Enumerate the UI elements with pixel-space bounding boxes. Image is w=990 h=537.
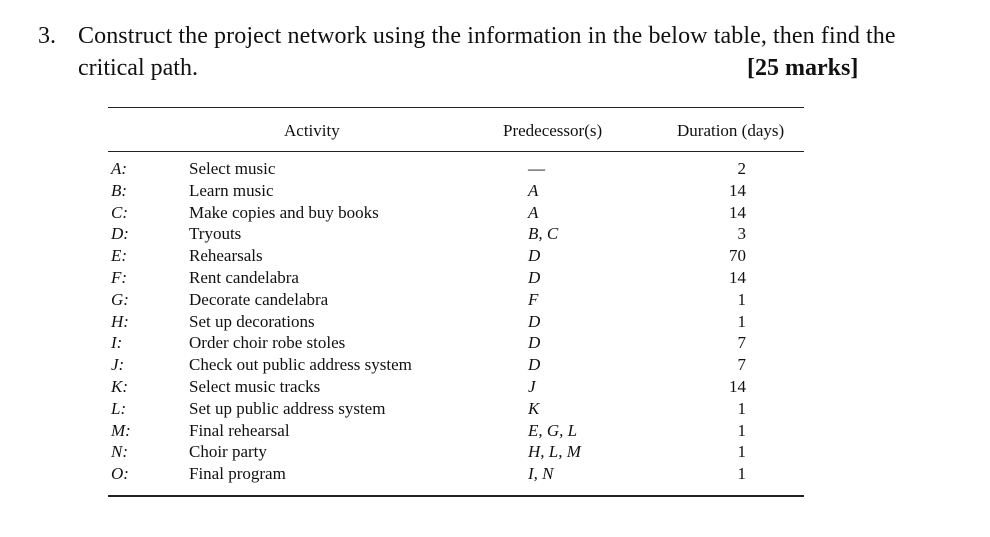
table-row: M: Final rehearsal E, G, L 1 <box>0 420 990 442</box>
activity-letter: L: <box>111 398 127 418</box>
activity-letter: C: <box>111 202 128 222</box>
table-row: J: Check out public address system D 7 <box>0 354 990 376</box>
header-activity: Activity <box>284 121 340 140</box>
activity-duration: 14 <box>729 180 746 200</box>
activity-name: Check out public address system <box>189 355 412 375</box>
activity-letter: N: <box>111 442 128 462</box>
activity-predecessors: D <box>528 311 541 331</box>
activity-name: Set up public address system <box>189 398 386 418</box>
activity-duration: 1 <box>737 398 747 418</box>
activity-name: Set up decorations <box>189 311 315 331</box>
activity-predecessors: F <box>528 289 539 309</box>
table-bottom-rule <box>108 495 804 497</box>
activity-duration: 1 <box>737 311 747 331</box>
activity-letter: D: <box>111 224 129 244</box>
activity-predecessors: K <box>528 398 540 418</box>
activity-duration: 1 <box>737 289 747 309</box>
activity-name: Rent candelabra <box>189 267 299 287</box>
activity-table-body: A: Select music — 2 B: Learn music A 14 … <box>0 158 990 485</box>
activity-name: Tryouts <box>189 224 242 244</box>
table-row: D: Tryouts B, C 3 <box>0 223 990 245</box>
table-row: N: Choir party H, L, M 1 <box>0 441 990 463</box>
activity-name: Make copies and buy books <box>189 202 379 222</box>
activity-name: Decorate candelabra <box>189 289 329 309</box>
activity-letter: J: <box>111 355 125 375</box>
activity-name: Rehearsals <box>189 246 263 266</box>
activity-predecessors: — <box>528 159 545 178</box>
activity-duration: 7 <box>737 355 747 375</box>
activity-duration: 1 <box>737 420 747 440</box>
activity-letter: H: <box>111 311 129 331</box>
activity-name: Final rehearsal <box>189 420 290 440</box>
question-number: 3. <box>38 23 56 49</box>
activity-duration: 7 <box>737 333 747 353</box>
activity-duration: 14 <box>729 267 746 287</box>
activity-letter: O: <box>111 464 129 484</box>
activity-name: Choir party <box>189 442 267 462</box>
activity-name: Final program <box>189 464 286 484</box>
activity-duration: 1 <box>737 442 747 462</box>
table-row: K: Select music tracks J 14 <box>0 376 990 398</box>
table-row: A: Select music — 2 <box>0 158 990 180</box>
table-header-rule <box>108 151 804 152</box>
question-text-line2: critical path. <box>78 55 198 81</box>
header-predecessors: Predecessor(s) <box>503 121 603 140</box>
activity-predecessors: A <box>528 202 539 222</box>
activity-name: Order choir robe stoles <box>189 333 346 353</box>
activity-letter: K: <box>111 376 128 396</box>
table-row: B: Learn music A 14 <box>0 180 990 202</box>
activity-predecessors: D <box>528 355 541 375</box>
marks-label: [25 marks] <box>747 55 859 81</box>
header-duration: Duration (days) <box>677 121 785 140</box>
activity-predecessors: D <box>528 267 541 287</box>
activity-predecessors: D <box>528 246 541 266</box>
activity-name: Select music <box>189 159 276 178</box>
table-row: G: Decorate candelabra F 1 <box>0 289 990 311</box>
table-row: H: Set up decorations D 1 <box>0 311 990 333</box>
activity-letter: B: <box>111 180 128 200</box>
activity-predecessors: J <box>528 376 536 396</box>
activity-duration: 2 <box>737 159 747 178</box>
table-row: L: Set up public address system K 1 <box>0 398 990 420</box>
activity-name: Learn music <box>189 180 274 200</box>
question-text-line1: Construct the project network using the … <box>78 23 896 49</box>
activity-letter: M: <box>111 420 131 440</box>
table-top-rule <box>108 107 804 108</box>
activity-letter: A: <box>111 159 128 178</box>
table-row: E: Rehearsals D 70 <box>0 245 990 267</box>
activity-predecessors: E, G, L <box>528 420 578 440</box>
table-row: I: Order choir robe stoles D 7 <box>0 332 990 354</box>
activity-letter: E: <box>111 246 128 266</box>
activity-duration: 70 <box>729 246 746 266</box>
activity-predecessors: A <box>528 180 539 200</box>
activity-duration: 1 <box>737 464 747 484</box>
activity-duration: 3 <box>737 224 747 244</box>
activity-predecessors: I, N <box>528 464 554 484</box>
activity-predecessors: B, C <box>528 224 559 244</box>
activity-predecessors: H, L, M <box>528 442 581 462</box>
table-row: F: Rent candelabra D 14 <box>0 267 990 289</box>
table-row: C: Make copies and buy books A 14 <box>0 202 990 224</box>
activity-letter: F: <box>111 267 128 287</box>
activity-duration: 14 <box>729 202 746 222</box>
activity-letter: I: <box>111 333 123 353</box>
table-row: O: Final program I, N 1 <box>0 463 990 485</box>
activity-letter: G: <box>111 289 129 309</box>
activity-predecessors: D <box>528 333 541 353</box>
activity-name: Select music tracks <box>189 376 321 396</box>
activity-duration: 14 <box>729 376 746 396</box>
